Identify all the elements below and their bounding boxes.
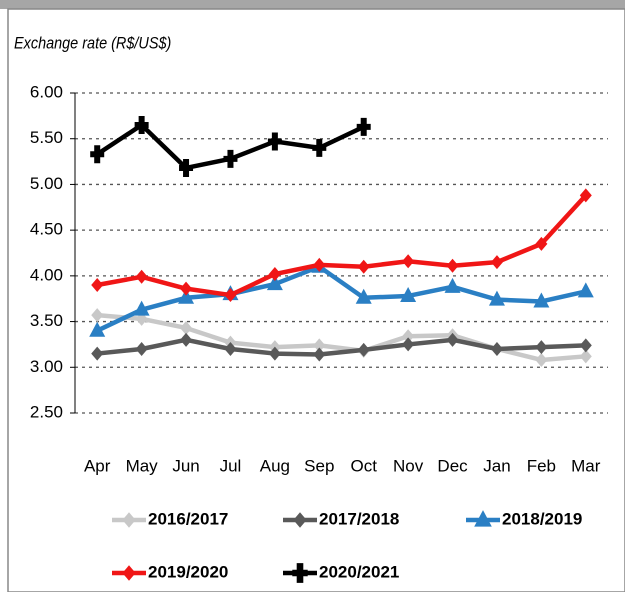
marker [357, 342, 370, 357]
marker [178, 288, 195, 304]
marker [579, 338, 592, 353]
legend-label: 2019/2020 [148, 562, 228, 581]
marker [180, 281, 193, 296]
marker [268, 267, 281, 282]
marker [356, 117, 371, 136]
marker [488, 290, 505, 306]
marker [180, 332, 193, 347]
marker [135, 269, 148, 284]
marker [266, 275, 283, 291]
legend-label: 2017/2018 [319, 509, 399, 528]
series-line [96, 337, 586, 357]
marker [355, 288, 372, 304]
y-tick-label: 5.50 [30, 128, 63, 147]
marker [224, 288, 237, 303]
x-tick-label: Mar [571, 456, 601, 475]
marker [579, 349, 592, 364]
y-tick-label: 3.00 [30, 357, 63, 376]
legend-label: 2020/2021 [319, 562, 399, 581]
marker [444, 277, 461, 293]
marker [446, 332, 459, 347]
marker [91, 346, 104, 361]
marker [122, 565, 136, 581]
x-tick-label: May [126, 456, 159, 475]
marker [293, 512, 307, 528]
x-tick-label: Aug [260, 456, 290, 475]
marker [313, 347, 326, 362]
x-tick-label: Sep [304, 456, 334, 475]
marker [224, 342, 237, 356]
x-tick-label: Nov [393, 456, 424, 475]
frame-top [0, 0, 625, 9]
y-tick-label: 3.50 [30, 311, 63, 330]
x-tick-label: Apr [84, 456, 111, 475]
marker [313, 257, 326, 272]
marker [535, 236, 548, 251]
x-tick-label: Feb [527, 456, 556, 475]
marker [535, 340, 548, 355]
marker [134, 116, 149, 134]
marker [400, 286, 417, 302]
marker [89, 321, 106, 337]
marker [474, 510, 492, 527]
marker [535, 352, 548, 367]
marker [533, 292, 550, 308]
marker [179, 158, 194, 177]
marker [122, 512, 136, 528]
marker [268, 346, 281, 361]
marker [223, 149, 238, 168]
x-tick-label: Jan [483, 456, 510, 475]
marker [133, 300, 150, 316]
y-tick-label: 6.00 [30, 82, 63, 101]
x-tick-label: Oct [350, 456, 377, 475]
series-line [96, 193, 588, 298]
marker [135, 342, 148, 356]
marker [91, 278, 104, 292]
y-axis-title: Exchange rate (R$/US$) [14, 34, 171, 52]
x-tick-label: Dec [437, 456, 468, 475]
marker [446, 258, 459, 273]
y-tick-label: 4.50 [30, 220, 63, 239]
marker [402, 329, 415, 344]
marker [357, 259, 370, 274]
marker [402, 254, 415, 269]
marker [402, 337, 415, 352]
legend-label: 2016/2017 [148, 509, 228, 528]
legend-label: 2018/2019 [502, 509, 582, 528]
y-tick-label: 2.50 [30, 402, 63, 421]
marker [180, 320, 193, 335]
series-line [96, 264, 587, 333]
marker [490, 342, 503, 356]
y-tick-label: 4.00 [30, 265, 63, 284]
marker [90, 145, 105, 164]
marker [490, 255, 503, 270]
x-tick-label: Jul [220, 456, 242, 475]
x-tick-label: Jun [172, 456, 199, 475]
marker [292, 563, 308, 583]
marker [312, 138, 327, 157]
marker [579, 188, 592, 203]
marker [267, 132, 282, 151]
y-tick-label: 5.00 [30, 174, 63, 193]
marker [91, 308, 104, 323]
marker [577, 282, 594, 298]
marker [313, 338, 326, 353]
